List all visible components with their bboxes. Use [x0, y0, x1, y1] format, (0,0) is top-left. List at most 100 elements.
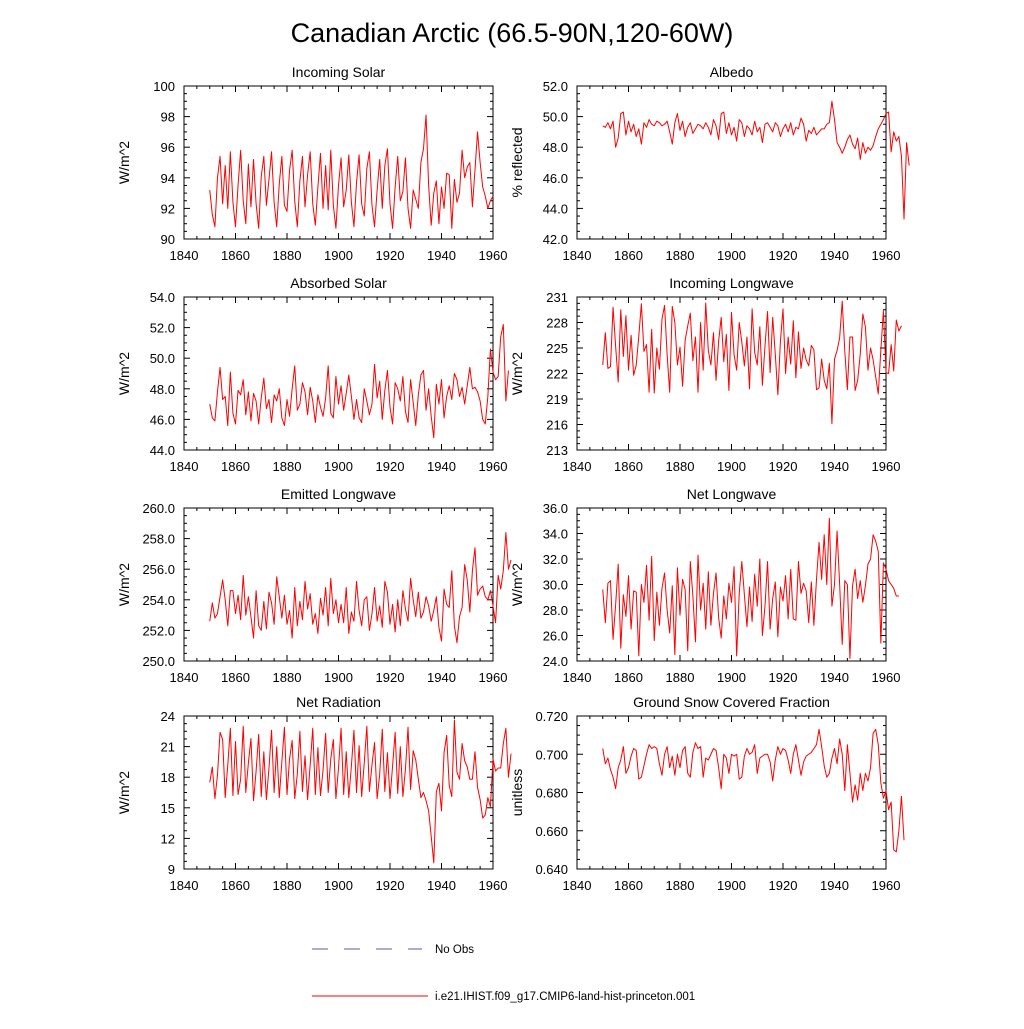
- y-axis-label: W/m^2: [116, 352, 132, 395]
- y-tick-label: 9: [168, 862, 175, 877]
- figure-title: Canadian Arctic (66.5-90N,120-60W): [291, 18, 734, 48]
- y-tick-label: 28.0: [543, 603, 568, 618]
- y-tick-label: 18: [161, 770, 175, 785]
- series-line: [602, 728, 905, 853]
- x-tick-label: 1940: [427, 459, 456, 474]
- y-tick-label: 222: [546, 367, 568, 382]
- x-tick-label: 1840: [170, 878, 199, 893]
- y-tick-label: 48.0: [543, 140, 568, 155]
- y-axis-label: W/m^2: [116, 771, 132, 814]
- x-tick-label: 1880: [273, 248, 302, 263]
- y-tick-label: 219: [546, 392, 568, 407]
- x-tick-label: 1880: [666, 670, 695, 685]
- y-tick-label: 0.720: [535, 709, 568, 724]
- panel-frame: [576, 85, 887, 240]
- y-tick-label: 94: [161, 171, 175, 186]
- x-tick-label: 1900: [324, 878, 353, 893]
- y-tick-label: 92: [161, 201, 175, 216]
- y-tick-label: 50.0: [543, 110, 568, 125]
- x-tick-label: 1900: [717, 878, 746, 893]
- panels: 1840 1860 1880 1900 1920 1940 1960 90 92 94 96 98 10…: [116, 64, 910, 893]
- series-line: [602, 300, 902, 425]
- x-tick-label: 1880: [666, 878, 695, 893]
- x-tick-label: 1880: [273, 878, 302, 893]
- x-tick-label: 1940: [820, 670, 849, 685]
- y-tick-label: 44.0: [543, 201, 568, 216]
- x-tick-label: 1840: [563, 878, 592, 893]
- x-tick-label: 1840: [563, 459, 592, 474]
- y-axis-label: unitless: [509, 769, 525, 816]
- y-tick-label: 98: [161, 110, 175, 125]
- y-tick-label: 36.0: [543, 501, 568, 516]
- series-line: [209, 114, 494, 229]
- y-tick-label: 46.0: [150, 412, 175, 427]
- panel-net-longwave: 1840 1860 1880 1900 1920 1940 1960 24.0 26.0 28.0…: [509, 486, 900, 685]
- x-tick-label: 1920: [376, 878, 405, 893]
- y-axis-label: W/m^2: [509, 352, 525, 395]
- panel-title: Net Radiation: [296, 694, 381, 710]
- x-tick-label: 1840: [170, 459, 199, 474]
- panel-title: Incoming Solar: [292, 64, 386, 80]
- x-tick-label: 1920: [769, 459, 798, 474]
- y-tick-label: 50.0: [150, 351, 175, 366]
- x-tick-label: 1960: [872, 248, 901, 263]
- y-tick-label: 254.0: [142, 593, 175, 608]
- panel-absorbed-solar: 1840 1860 1880 1900 1920 1940 1960 44.0 46.0 48.0…: [116, 275, 509, 474]
- legend: No Obs i.e21.IHIST.f09_g17.CMIP6-land-hi…: [312, 944, 695, 1003]
- x-tick-label: 1900: [717, 248, 746, 263]
- y-tick-label: 225: [546, 341, 568, 356]
- x-tick-label: 1920: [376, 248, 405, 263]
- x-tick-label: 1860: [221, 459, 250, 474]
- y-tick-label: 228: [546, 316, 568, 331]
- x-tick-label: 1960: [479, 670, 508, 685]
- y-tick-label: 30.0: [543, 578, 568, 593]
- x-tick-label: 1880: [666, 248, 695, 263]
- y-tick-label: 26.0: [543, 629, 568, 644]
- x-tick-label: 1960: [872, 459, 901, 474]
- x-tick-label: 1880: [273, 459, 302, 474]
- y-tick-label: 42.0: [543, 232, 568, 247]
- panel-net-radiation: 1840 1860 1880 1900 1920 1940 1960 9 12 15 18 21 24 N…: [116, 694, 512, 893]
- panel-title: Ground Snow Covered Fraction: [633, 694, 830, 710]
- y-tick-label: 32.0: [543, 552, 568, 567]
- x-tick-label: 1920: [376, 670, 405, 685]
- panel-incoming-longwave: 1840 1860 1880 1900 1920 1940 1960 213 216 219 222…: [509, 275, 902, 474]
- y-tick-label: 260.0: [142, 501, 175, 516]
- x-tick-label: 1900: [324, 248, 353, 263]
- x-tick-label: 1960: [872, 878, 901, 893]
- y-tick-label: 48.0: [150, 382, 175, 397]
- y-tick-label: 0.640: [535, 862, 568, 877]
- x-tick-label: 1960: [479, 459, 508, 474]
- y-tick-label: 15: [161, 801, 175, 816]
- y-tick-label: 100: [153, 79, 175, 94]
- y-tick-label: 24.0: [543, 654, 568, 669]
- y-tick-label: 52.0: [150, 321, 175, 336]
- x-tick-label: 1960: [872, 670, 901, 685]
- x-tick-label: 1840: [170, 670, 199, 685]
- x-tick-label: 1900: [717, 459, 746, 474]
- y-tick-label: 24: [161, 709, 175, 724]
- x-tick-label: 1860: [614, 459, 643, 474]
- y-tick-label: 96: [161, 140, 175, 155]
- x-tick-label: 1960: [479, 248, 508, 263]
- x-tick-label: 1860: [614, 248, 643, 263]
- x-tick-label: 1860: [221, 878, 250, 893]
- y-axis-label: W/m^2: [116, 141, 132, 184]
- y-tick-label: 231: [546, 290, 568, 305]
- y-tick-label: 252.0: [142, 623, 175, 638]
- x-tick-label: 1920: [769, 670, 798, 685]
- panel-albedo: 1840 1860 1880 1900 1920 1940 1960 42.0 44.0 46.0…: [509, 64, 910, 263]
- panel-title: Incoming Longwave: [669, 275, 794, 291]
- x-tick-label: 1860: [221, 248, 250, 263]
- y-tick-label: 34.0: [543, 527, 568, 542]
- y-tick-label: 52.0: [543, 79, 568, 94]
- panel-frame: [183, 507, 494, 662]
- y-axis-label: W/m^2: [509, 563, 525, 606]
- panel-emitted-longwave: 1840 1860 1880 1900 1920 1940 1960 250.0 252.0 25…: [116, 486, 512, 685]
- y-tick-label: 46.0: [543, 171, 568, 186]
- legend-no-obs-label: No Obs: [435, 944, 474, 956]
- x-tick-label: 1900: [324, 459, 353, 474]
- x-tick-label: 1940: [820, 459, 849, 474]
- y-axis-label: W/m^2: [116, 563, 132, 606]
